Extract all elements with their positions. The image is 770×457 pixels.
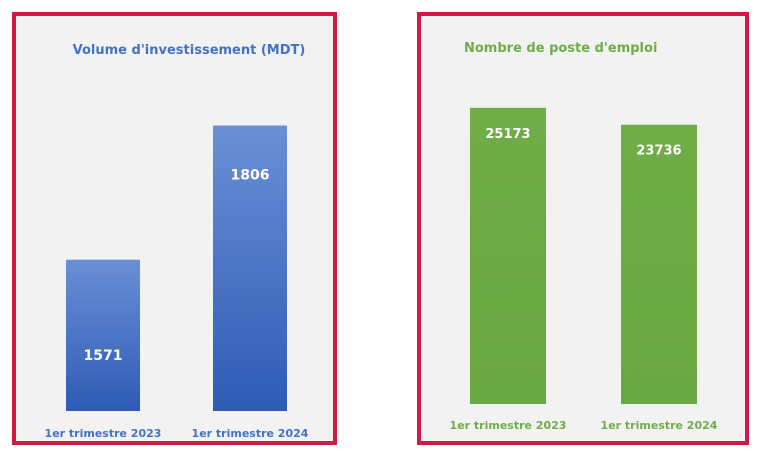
bar-2 [621,124,697,405]
chart-title: Volume d'investissement (MDT) [73,43,306,58]
investment-chart-panel: Volume d'investissement (MDT) 1571 1er tr… [12,12,337,445]
investment-chart: Volume d'investissement (MDT) 1571 1er tr… [45,43,309,440]
bar-value-label: 23736 [636,144,681,159]
bar-1 [66,259,140,411]
category-label: 1er trimestre 2024 [601,419,718,432]
jobs-chart: Nombre de poste d'emploi 25173 1er trimes… [450,41,718,432]
chart-title: Nombre de poste d'emploi [464,41,657,56]
bar-2 [213,125,287,411]
bar-value-label: 1571 [84,348,123,364]
jobs-chart-panel: Nombre de poste d'emploi 25173 1er trimes… [417,12,749,445]
bar-1 [470,107,546,404]
category-label: 1er trimestre 2023 [45,427,162,440]
bar-value-label: 1806 [231,168,270,184]
bar-value-label: 25173 [485,127,530,142]
category-label: 1er trimestre 2023 [450,419,567,432]
category-label: 1er trimestre 2024 [192,427,309,440]
